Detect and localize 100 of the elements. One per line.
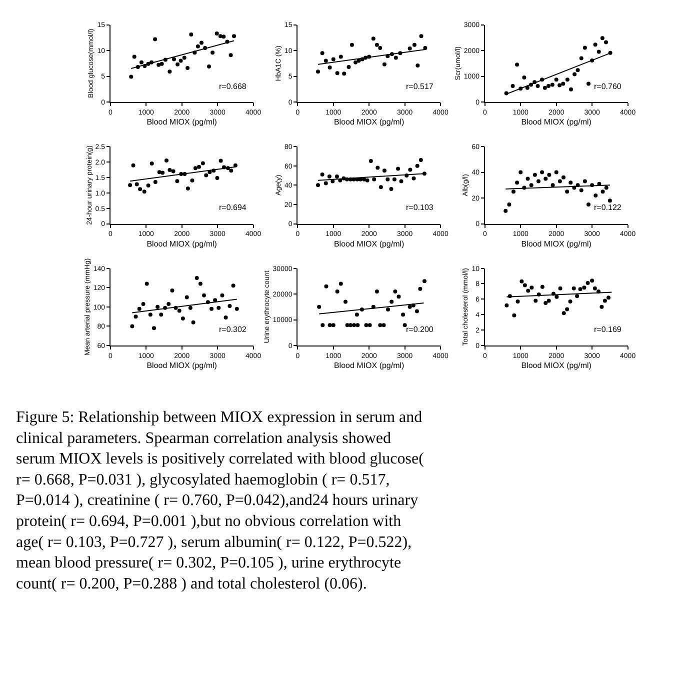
point xyxy=(394,56,398,60)
point xyxy=(200,161,205,166)
point xyxy=(354,312,359,317)
point xyxy=(338,282,343,286)
point xyxy=(386,307,390,312)
point xyxy=(134,182,139,186)
point xyxy=(356,323,360,328)
point xyxy=(578,287,582,292)
point xyxy=(596,50,601,54)
point xyxy=(186,186,190,191)
point xyxy=(544,301,548,306)
point xyxy=(193,166,198,170)
point xyxy=(582,286,586,290)
point xyxy=(129,74,134,79)
point xyxy=(190,178,194,183)
point xyxy=(608,198,612,203)
point xyxy=(550,183,555,188)
point xyxy=(372,177,376,182)
point xyxy=(144,282,149,286)
point xyxy=(344,300,348,304)
point xyxy=(320,172,324,177)
point xyxy=(175,179,180,184)
point xyxy=(356,58,361,63)
point xyxy=(324,284,328,288)
point xyxy=(399,179,404,184)
point xyxy=(352,323,356,328)
point xyxy=(396,294,401,299)
point xyxy=(414,309,419,314)
point xyxy=(232,34,236,38)
point xyxy=(234,306,239,311)
point xyxy=(392,177,396,182)
annotation: r=0.760 xyxy=(594,82,622,91)
point xyxy=(210,50,215,55)
point xyxy=(401,312,406,317)
point xyxy=(152,326,156,330)
point xyxy=(558,179,562,184)
point xyxy=(132,54,136,59)
point xyxy=(194,276,199,280)
point xyxy=(412,42,416,47)
point xyxy=(184,295,189,300)
point xyxy=(156,62,161,67)
point xyxy=(586,280,590,285)
point xyxy=(522,283,527,288)
point xyxy=(362,177,366,182)
point xyxy=(408,168,412,172)
point xyxy=(604,40,608,44)
annotation: r=0.103 xyxy=(406,203,434,212)
point xyxy=(393,289,398,294)
point xyxy=(536,179,540,184)
point xyxy=(214,32,219,36)
point xyxy=(222,34,226,39)
point xyxy=(396,166,400,171)
point xyxy=(518,170,523,174)
point xyxy=(544,176,548,181)
point xyxy=(554,294,559,299)
annotation: r=0.200 xyxy=(406,325,434,334)
point xyxy=(526,176,530,181)
point xyxy=(178,58,183,63)
x-axis-title: Blood MIOX (pg/ml) xyxy=(146,117,218,126)
point xyxy=(233,163,238,168)
point xyxy=(532,172,537,177)
point xyxy=(328,66,332,70)
point xyxy=(188,306,192,310)
point xyxy=(156,304,160,309)
point xyxy=(207,64,212,68)
point xyxy=(511,190,516,194)
point xyxy=(526,288,530,293)
point xyxy=(382,62,386,66)
point xyxy=(565,78,570,82)
point xyxy=(418,158,423,162)
annotation: r=0.302 xyxy=(219,325,247,334)
point xyxy=(516,300,520,304)
point xyxy=(568,180,573,185)
point xyxy=(569,87,573,92)
point xyxy=(128,183,132,188)
x-axis-title: Blood MIOX (pg/ml) xyxy=(521,361,592,370)
point xyxy=(204,173,208,178)
point xyxy=(575,294,580,298)
point xyxy=(590,278,594,283)
point xyxy=(546,84,550,88)
point xyxy=(515,180,520,185)
point xyxy=(418,286,422,291)
point xyxy=(600,36,604,40)
point xyxy=(182,56,186,60)
point xyxy=(504,303,509,308)
point xyxy=(218,158,223,163)
point xyxy=(331,323,336,328)
point xyxy=(408,46,412,50)
point xyxy=(540,170,544,174)
point xyxy=(364,323,368,328)
point xyxy=(562,311,566,316)
point xyxy=(416,63,420,68)
point xyxy=(180,316,185,320)
point xyxy=(378,185,383,190)
point xyxy=(350,42,354,47)
point xyxy=(335,71,340,76)
point xyxy=(512,313,516,318)
point xyxy=(586,202,590,206)
point xyxy=(510,84,515,88)
point xyxy=(328,323,332,328)
